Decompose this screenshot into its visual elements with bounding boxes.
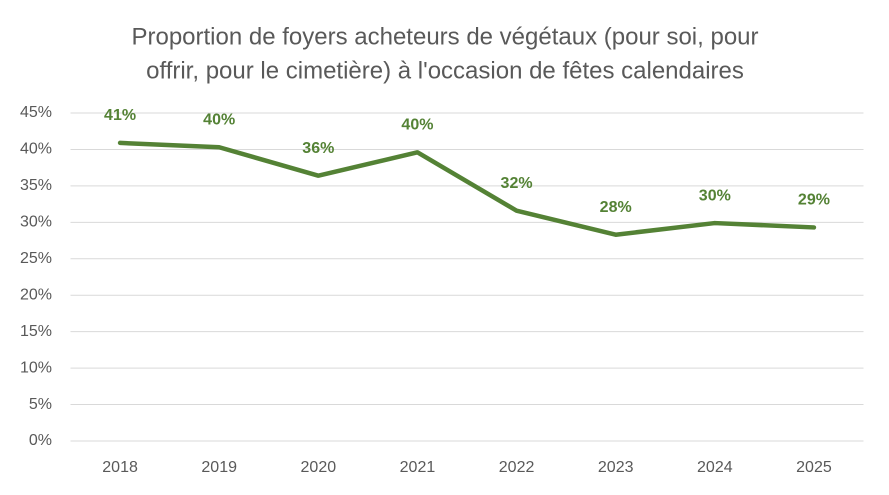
y-tick-label: 35% [20,177,52,194]
x-tick-label: 2020 [301,459,337,476]
y-tick-label: 45% [20,104,52,121]
data-line [117,140,817,237]
x-tick-label: 2025 [796,459,832,476]
data-label: 40% [401,117,433,134]
y-tick-label: 25% [20,250,52,267]
y-tick-label: 5% [29,396,52,413]
y-tick-label: 0% [29,432,52,449]
data-label: 28% [600,199,632,216]
y-tick-label: 10% [20,359,52,376]
data-label: 36% [302,140,334,157]
x-tick-label: 2024 [697,459,733,476]
chart-title-line: Proportion de foyers acheteurs de végéta… [131,23,758,50]
y-tick-label: 30% [20,214,52,231]
x-tick-label: 2018 [102,459,138,476]
data-label: 30% [699,187,731,204]
chart-title-line: offrir, pour le cimetière) à l'occasion … [146,57,744,84]
y-tick-label: 20% [20,286,52,303]
data-label: 29% [798,192,830,209]
data-label: 32% [501,175,533,192]
x-tick-label: 2023 [598,459,634,476]
x-tick-label: 2019 [201,459,237,476]
x-tick-label: 2022 [499,459,535,476]
y-tick-label: 15% [20,323,52,340]
x-tick-label: 2021 [400,459,436,476]
data-label: 40% [203,111,235,128]
y-tick-label: 40% [20,141,52,158]
data-label: 41% [104,107,136,124]
